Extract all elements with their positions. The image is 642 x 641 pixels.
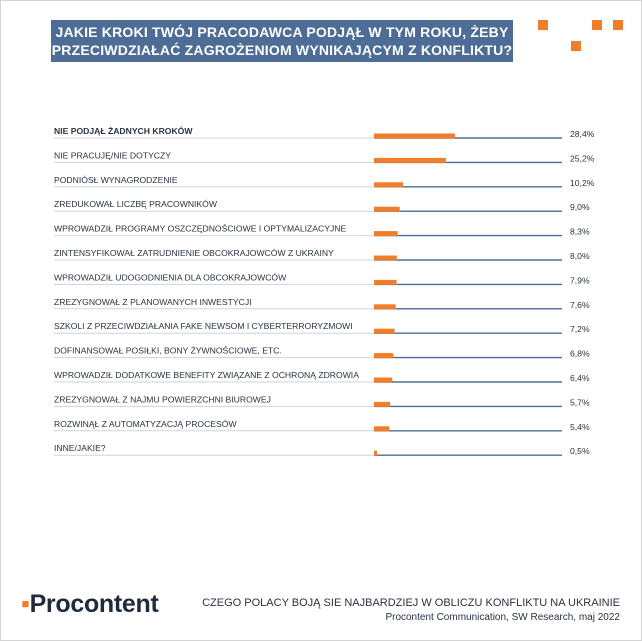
category-label: ZINTENSYFIKOWAŁ ZATRUDNIENIE OBCOKRAJOWC…	[54, 248, 334, 258]
bar	[374, 182, 404, 188]
category-label: PODNIÓSŁ WYNAGRODZENIE	[54, 175, 178, 185]
category-label: SZKOLI Z PRZECIWDZIAŁANIA FAKE NEWSOM I …	[54, 321, 353, 331]
bar-chart: NIE PODJĄŁ ŻADNYCH KROKÓW 28,4% NIE PRACUJ…	[54, 125, 595, 456]
bar-row: ZREDUKOWAŁ LICZBĘ PRACOWNIKÓW 9,0%	[54, 199, 590, 212]
value-label: 0,5%	[570, 446, 590, 456]
bar-row: INNE/JAKIE? 0,5%	[54, 443, 590, 456]
category-label: ZREDUKOWAŁ LICZBĘ PRACOWNIKÓW	[54, 199, 218, 209]
footer-title: CZEGO POLACY BOJĄ SIE NAJBARDZIEJ W OBLI…	[202, 597, 620, 609]
bar-row: SZKOLI Z PRZECIWDZIAŁANIA FAKE NEWSOM I …	[54, 321, 590, 334]
bar	[374, 450, 377, 456]
bar-row: ZREZYGNOWAŁ Z PLANOWANYCH INWESTYCJI 7,6%	[54, 297, 590, 310]
decor-square-4	[571, 41, 581, 51]
value-label: 8,3%	[570, 227, 590, 237]
category-label: DOFINANSOWAŁ POSIŁKI, BONY ŻYWNOŚCIOWE, …	[54, 345, 282, 356]
bar	[374, 377, 393, 383]
value-label: 25,2%	[570, 153, 595, 163]
category-label: WPROWADZIŁ UDOGODNIENIA DLA OBCOKRAJOWCÓ…	[54, 272, 287, 282]
value-label: 10,2%	[570, 178, 595, 188]
value-label: 28,4%	[570, 129, 595, 139]
bar	[374, 426, 390, 432]
bar	[374, 133, 455, 139]
value-label: 9,0%	[570, 202, 590, 212]
bar-row: NIE PODJĄŁ ŻADNYCH KROKÓW 28,4%	[54, 125, 595, 139]
chart-title-line-1: JAKIE KROKI TWÓJ PRACODAWCA PODJĄŁ W TYM…	[55, 24, 509, 40]
value-label: 5,4%	[570, 422, 590, 432]
value-label: 7,2%	[570, 324, 590, 334]
bar-row: WPROWADZIŁ DODATKOWE BENEFITY ZWIĄZANE Z…	[54, 370, 590, 383]
category-label: NIE PODJĄŁ ŻADNYCH KROKÓW	[54, 125, 193, 136]
decor-square-1	[538, 20, 548, 30]
bar-row: PODNIÓSŁ WYNAGRODZENIE 10,2%	[54, 175, 595, 188]
footer-source: Procontent Communication, SW Research, m…	[385, 612, 620, 623]
decor-square-3	[613, 20, 623, 30]
bar-row: WPROWADZIŁ UDOGODNIENIA DLA OBCOKRAJOWCÓ…	[54, 272, 590, 285]
bar	[374, 401, 391, 407]
value-label: 7,9%	[570, 275, 590, 285]
bar	[374, 279, 397, 285]
bar-row: ZREZYGNOWAŁ Z NAJMU POWIERZCHNI BIUROWEJ…	[54, 394, 590, 407]
category-label: WPROWADZIŁ DODATKOWE BENEFITY ZWIĄZANE Z…	[54, 370, 359, 380]
logo-accent-mark: ▪	[21, 590, 30, 618]
chart-title: JAKIE KROKI TWÓJ PRACODAWCA PODJĄŁ W TYM…	[51, 20, 513, 62]
bar-row: DOFINANSOWAŁ POSIŁKI, BONY ŻYWNOŚCIOWE, …	[54, 345, 590, 359]
value-label: 8,0%	[570, 251, 590, 261]
bar	[374, 157, 446, 163]
bar	[374, 231, 398, 237]
category-label: ZREZYGNOWAŁ Z NAJMU POWIERZCHNI BIUROWEJ	[54, 394, 271, 404]
logo-text: Procontent	[29, 590, 159, 618]
bar-row: NIE PRACUJĘ/NIE DOTYCZY 25,2%	[54, 150, 595, 163]
category-label: ROZWINĄŁ Z AUTOMATYZACJĄ PROCESÓW	[54, 419, 237, 429]
bar-row: WPROWADZIŁ PROGRAMY OSZCZĘDNOŚCIOWE I OP…	[54, 223, 590, 237]
category-label: ZREZYGNOWAŁ Z PLANOWANYCH INWESTYCJI	[54, 297, 252, 307]
bar	[374, 328, 395, 334]
category-label: NIE PRACUJĘ/NIE DOTYCZY	[54, 150, 171, 160]
value-label: 6,8%	[570, 349, 590, 359]
bar	[374, 255, 397, 261]
bar	[374, 304, 396, 310]
category-label: WPROWADZIŁ PROGRAMY OSZCZĘDNOŚCIOWE I OP…	[54, 223, 346, 234]
category-label: INNE/JAKIE?	[54, 443, 106, 453]
bar-row: ZINTENSYFIKOWAŁ ZATRUDNIENIE OBCOKRAJOWC…	[54, 248, 590, 261]
bar	[374, 206, 400, 212]
procontent-logo: ▪Procontent	[21, 590, 159, 619]
bar-row: ROZWINĄŁ Z AUTOMATYZACJĄ PROCESÓW 5,4%	[54, 419, 590, 432]
value-label: 5,7%	[570, 397, 590, 407]
value-label: 6,4%	[570, 373, 590, 383]
decor-square-2	[592, 20, 602, 30]
value-label: 7,6%	[570, 300, 590, 310]
chart-title-line-2: PRZECIWDZIAŁAĆ ZAGROŻENIOM WYNIKAJĄCYM Z…	[51, 42, 513, 58]
bar	[374, 353, 394, 359]
